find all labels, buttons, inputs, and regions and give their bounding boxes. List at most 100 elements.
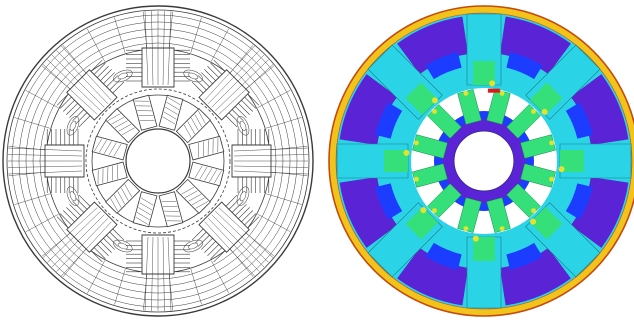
rotor-flux-line (103, 141, 112, 154)
rotor-tooth (132, 191, 158, 228)
slot-contour-loop (113, 239, 133, 253)
stator-pole-tip (560, 150, 584, 172)
coil-winding-line (69, 106, 81, 118)
air-gap (85, 88, 231, 234)
stator-pole-tip (405, 206, 439, 240)
rotor-tooth (158, 94, 184, 131)
coil-winding-line (66, 103, 78, 115)
pole-flux-line (233, 147, 309, 152)
coil-winding-line (100, 241, 112, 253)
rotor-flux-line (191, 197, 205, 206)
coil-winding-line (204, 69, 216, 81)
rotor-tooth-hot-spot (463, 226, 469, 232)
coil-winding-line (247, 216, 260, 229)
rotor-flux-line (166, 102, 180, 110)
rotor-flux-line (113, 143, 122, 157)
rotor-tooth (188, 161, 225, 187)
coil-winding-line (231, 200, 244, 213)
coil-winding-line (235, 106, 247, 118)
coil-winding-line (112, 81, 125, 94)
yoke-low-field-region (499, 247, 571, 306)
rotor-tooth (457, 197, 482, 233)
rotor-tooth (412, 134, 448, 159)
slot-field-region (506, 242, 543, 270)
stator-pole-tip (529, 206, 563, 240)
rotor-flux-line (107, 113, 121, 121)
pole-flux-line (215, 59, 269, 111)
yoke-mesh-line (257, 214, 291, 232)
rotor-flux-line (111, 116, 125, 125)
coil-winding-line (207, 66, 220, 78)
rotor-tooth (188, 135, 225, 161)
flux-line-plot (2, 5, 314, 317)
rotor-tooth (486, 197, 511, 233)
yoke-mesh-line (266, 117, 302, 129)
coil-winding-line (244, 213, 257, 226)
pole-flux-line (151, 10, 154, 86)
slot-contour-loop (239, 191, 247, 202)
rotor-flux-line (117, 191, 125, 205)
coil-winding-line (72, 109, 85, 122)
rotor-tooth-hot-spot (463, 90, 469, 96)
coil-winding-line (63, 99, 75, 112)
coil-winding-line (238, 207, 250, 219)
yoke-mesh-line (87, 28, 105, 62)
pole-flux-line (233, 165, 309, 168)
coil-winding-line (235, 204, 247, 216)
coil-winding-line (75, 197, 88, 210)
coil-winding-line (103, 238, 115, 250)
yoke-mesh-line (266, 193, 302, 205)
coil-winding-line (78, 115, 91, 128)
pole-flux-line (204, 221, 256, 277)
coil-winding-line (56, 93, 69, 106)
rotor-tooth-hot-spot (531, 208, 536, 213)
pole-hot-spot (541, 108, 548, 115)
rotor-tooth (520, 134, 556, 159)
pole-flux-line (7, 154, 83, 157)
pole-flux-line (42, 207, 98, 259)
yoke-mesh-line (25, 214, 59, 232)
rotor-flux-line (204, 168, 213, 181)
rotor-flux-line (121, 127, 135, 136)
rotor-tooth (132, 94, 158, 131)
slot-field-region (425, 242, 462, 270)
yoke-mesh-line (114, 269, 126, 305)
slot-contour-loop (239, 120, 247, 131)
coil-winding-line (112, 228, 125, 241)
rotor-tooth-hot-spot (499, 90, 505, 96)
rotor-flux-line (110, 198, 118, 212)
rotor-flux-line (162, 116, 176, 125)
rotor-flux-line (187, 121, 195, 135)
yoke-mesh-line (211, 260, 229, 294)
rotor-flux-line (139, 202, 153, 211)
slot-field-region (375, 183, 403, 220)
coil-winding-line (69, 204, 81, 216)
coil-winding-line (225, 115, 238, 128)
slot-field-region (425, 52, 462, 80)
yoke-low-field-region (397, 16, 469, 75)
coil-winding-line (56, 216, 69, 229)
pole-flux-line (233, 170, 309, 175)
yoke-low-field-region (570, 74, 629, 146)
slot-field-region (565, 183, 593, 220)
rotor-tooth-hot-spot (432, 109, 437, 114)
rotor-flux-line (181, 186, 195, 195)
pole-hot-spot (558, 166, 565, 173)
rotor-tooth (520, 163, 556, 188)
coil-winding-line (238, 103, 250, 115)
rotor-flux-line (209, 169, 217, 183)
rotor-flux-line (194, 165, 203, 179)
yoke-low-field-region (339, 74, 398, 146)
coil-winding-line (210, 62, 223, 75)
rotor-flux-line (194, 114, 203, 128)
yoke-mesh-line (25, 90, 59, 108)
pole-flux-line (151, 236, 154, 312)
coil-winding-line (59, 213, 72, 226)
yoke-mesh-line (190, 269, 202, 305)
yoke-mesh-line (14, 193, 50, 205)
coil-winding-line (247, 93, 260, 106)
yoke-low-field-region (499, 16, 571, 75)
coil-winding-line (194, 231, 207, 244)
coil-winding-line (63, 210, 75, 223)
coil-winding-line (66, 207, 78, 219)
